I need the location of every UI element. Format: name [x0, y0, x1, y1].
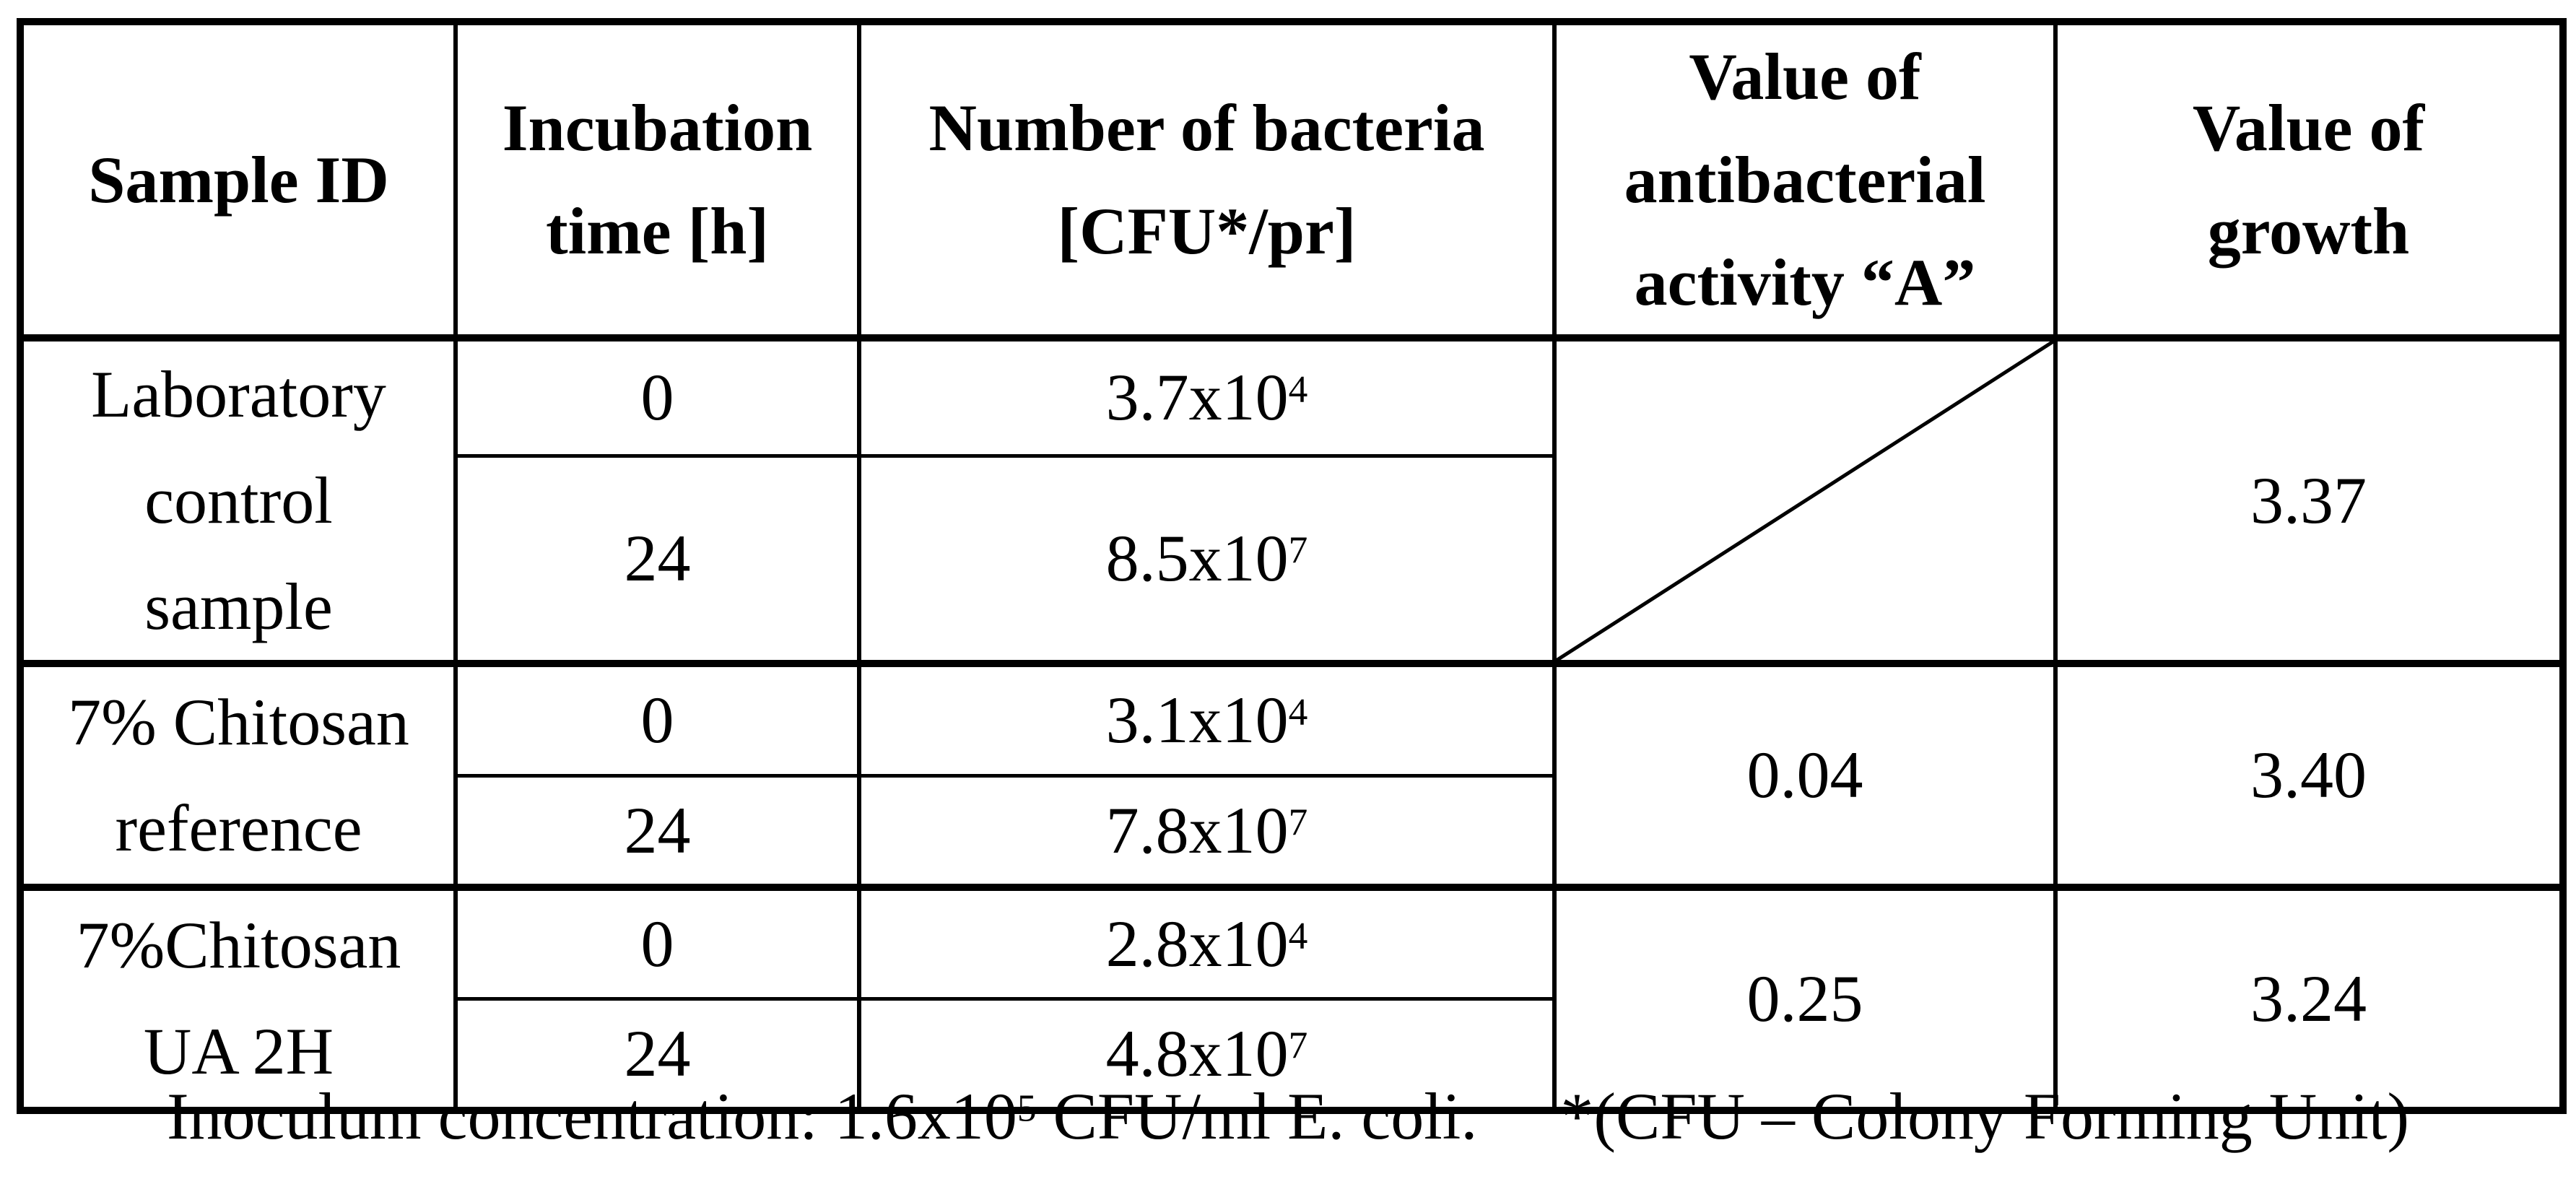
sample-id-line: Laboratory [91, 357, 386, 431]
header-line: activity “A” [1634, 245, 1976, 320]
table-row: 24 8.5x107 [20, 453, 2563, 666]
cell-sample-id-laboratory-control: Laboratory control sample [18, 336, 458, 666]
cell-incubation-time: 0 [453, 660, 861, 778]
inoculum-text: Inoculum concentration: 1.6x10 [167, 1079, 1017, 1153]
cell-sample-id-chitosan-ua2h: 7%Chitosan UA 2H [18, 883, 458, 1113]
inoculum-text-rest: CFU/ml E. coli. [1036, 1079, 1478, 1153]
cell-incubation-time: 24 [453, 773, 861, 889]
sample-id-line: 7%Chitosan [76, 908, 401, 983]
header-line: Value of [2192, 91, 2425, 165]
header-row: Sample ID Incubation time [h] Number of … [18, 19, 2565, 341]
table-footnote: Inoculum concentration: 1.6x105 CFU/ml E… [0, 1078, 2576, 1154]
cfu-definition-note: *(CFU – Colony Forming Unit) [1560, 1079, 2409, 1153]
header-bacteria-count: Number of bacteria [CFU*/pr] [857, 19, 1557, 341]
table-row: 7%Chitosan UA 2H 0 2.8x104 0.25 3.24 [18, 883, 2565, 1113]
inoculum-concentration-note: Inoculum concentration: 1.6x105 CFU/ml E… [167, 1079, 1477, 1153]
cell-incubation-time: 24 [453, 453, 861, 666]
header-line: Sample ID [88, 142, 389, 217]
header-sample-id: Sample ID [18, 19, 458, 341]
header-growth: Value of growth [2053, 19, 2565, 341]
cell-activity-value: 0.04 [1552, 660, 2058, 889]
count-exponent: 7 [1288, 1023, 1308, 1067]
cell-bacteria-count: 8.5x107 [857, 453, 1557, 666]
cell-bacteria-count: 3.7x104 [857, 336, 1557, 458]
count-exponent: 4 [1288, 913, 1308, 957]
cell-incubation-time: 0 [453, 883, 861, 1001]
count-base: 3.7x10 [1105, 360, 1289, 435]
header-antibacterial-activity: Value of antibacterial activity “A” [1552, 19, 2058, 341]
table-row: 24 4.8x107 [20, 996, 2563, 1113]
cell-bacteria-count: 7.8x107 [857, 773, 1557, 889]
table-row: 24 7.8x107 [20, 773, 2563, 889]
count-base: 4.8x10 [1105, 1016, 1289, 1090]
table-row: Laboratory control sample 0 3.7x104 3.37 [18, 336, 2565, 666]
cell-activity-not-applicable [1552, 336, 2058, 666]
sample-id-line: 7% Chitosan [68, 684, 409, 759]
cell-activity-value: 0.25 [1552, 883, 2058, 1113]
inoculum-exponent: 5 [1017, 1086, 1037, 1130]
cell-growth-value: 3.24 [2053, 883, 2565, 1113]
count-exponent: 7 [1288, 528, 1308, 572]
sample-id-line: control [144, 463, 333, 537]
count-base: 2.8x10 [1105, 906, 1289, 980]
header-line: Number of bacteria [928, 91, 1485, 165]
sample-id-line: UA 2H [143, 1014, 334, 1089]
count-base: 8.5x10 [1105, 521, 1289, 596]
sample-id-line: sample [144, 570, 333, 644]
header-line: growth [2207, 193, 2410, 268]
antibacterial-results-table: Sample ID Incubation time [h] Number of … [17, 18, 2567, 1115]
sample-id-line: reference [115, 791, 362, 866]
cell-bacteria-count: 4.8x107 [857, 996, 1557, 1113]
header-line: time [h] [545, 193, 770, 268]
not-applicable-slash-icon [1557, 341, 2053, 661]
cell-incubation-time: 0 [453, 336, 861, 458]
count-exponent: 7 [1288, 800, 1308, 843]
count-base: 3.1x10 [1105, 683, 1289, 757]
cell-bacteria-count: 2.8x104 [857, 883, 1557, 1001]
cell-incubation-time: 24 [453, 996, 861, 1113]
table-row: 7% Chitosan reference 0 3.1x104 0.04 3.4… [18, 660, 2565, 889]
header-incubation-time: Incubation time [h] [453, 19, 861, 341]
header-line: [CFU*/pr] [1057, 193, 1357, 268]
cell-sample-id-chitosan-reference: 7% Chitosan reference [18, 660, 458, 889]
count-exponent: 4 [1288, 367, 1308, 411]
header-line: Incubation [502, 91, 813, 165]
cell-growth-value: 3.37 [2053, 336, 2565, 666]
count-exponent: 4 [1288, 689, 1308, 734]
header-line: Value of [1689, 40, 1921, 113]
cell-bacteria-count: 3.1x104 [857, 660, 1557, 778]
count-base: 7.8x10 [1105, 793, 1289, 867]
cell-growth-value: 3.40 [2053, 660, 2565, 889]
header-line: antibacterial [1624, 142, 1986, 217]
